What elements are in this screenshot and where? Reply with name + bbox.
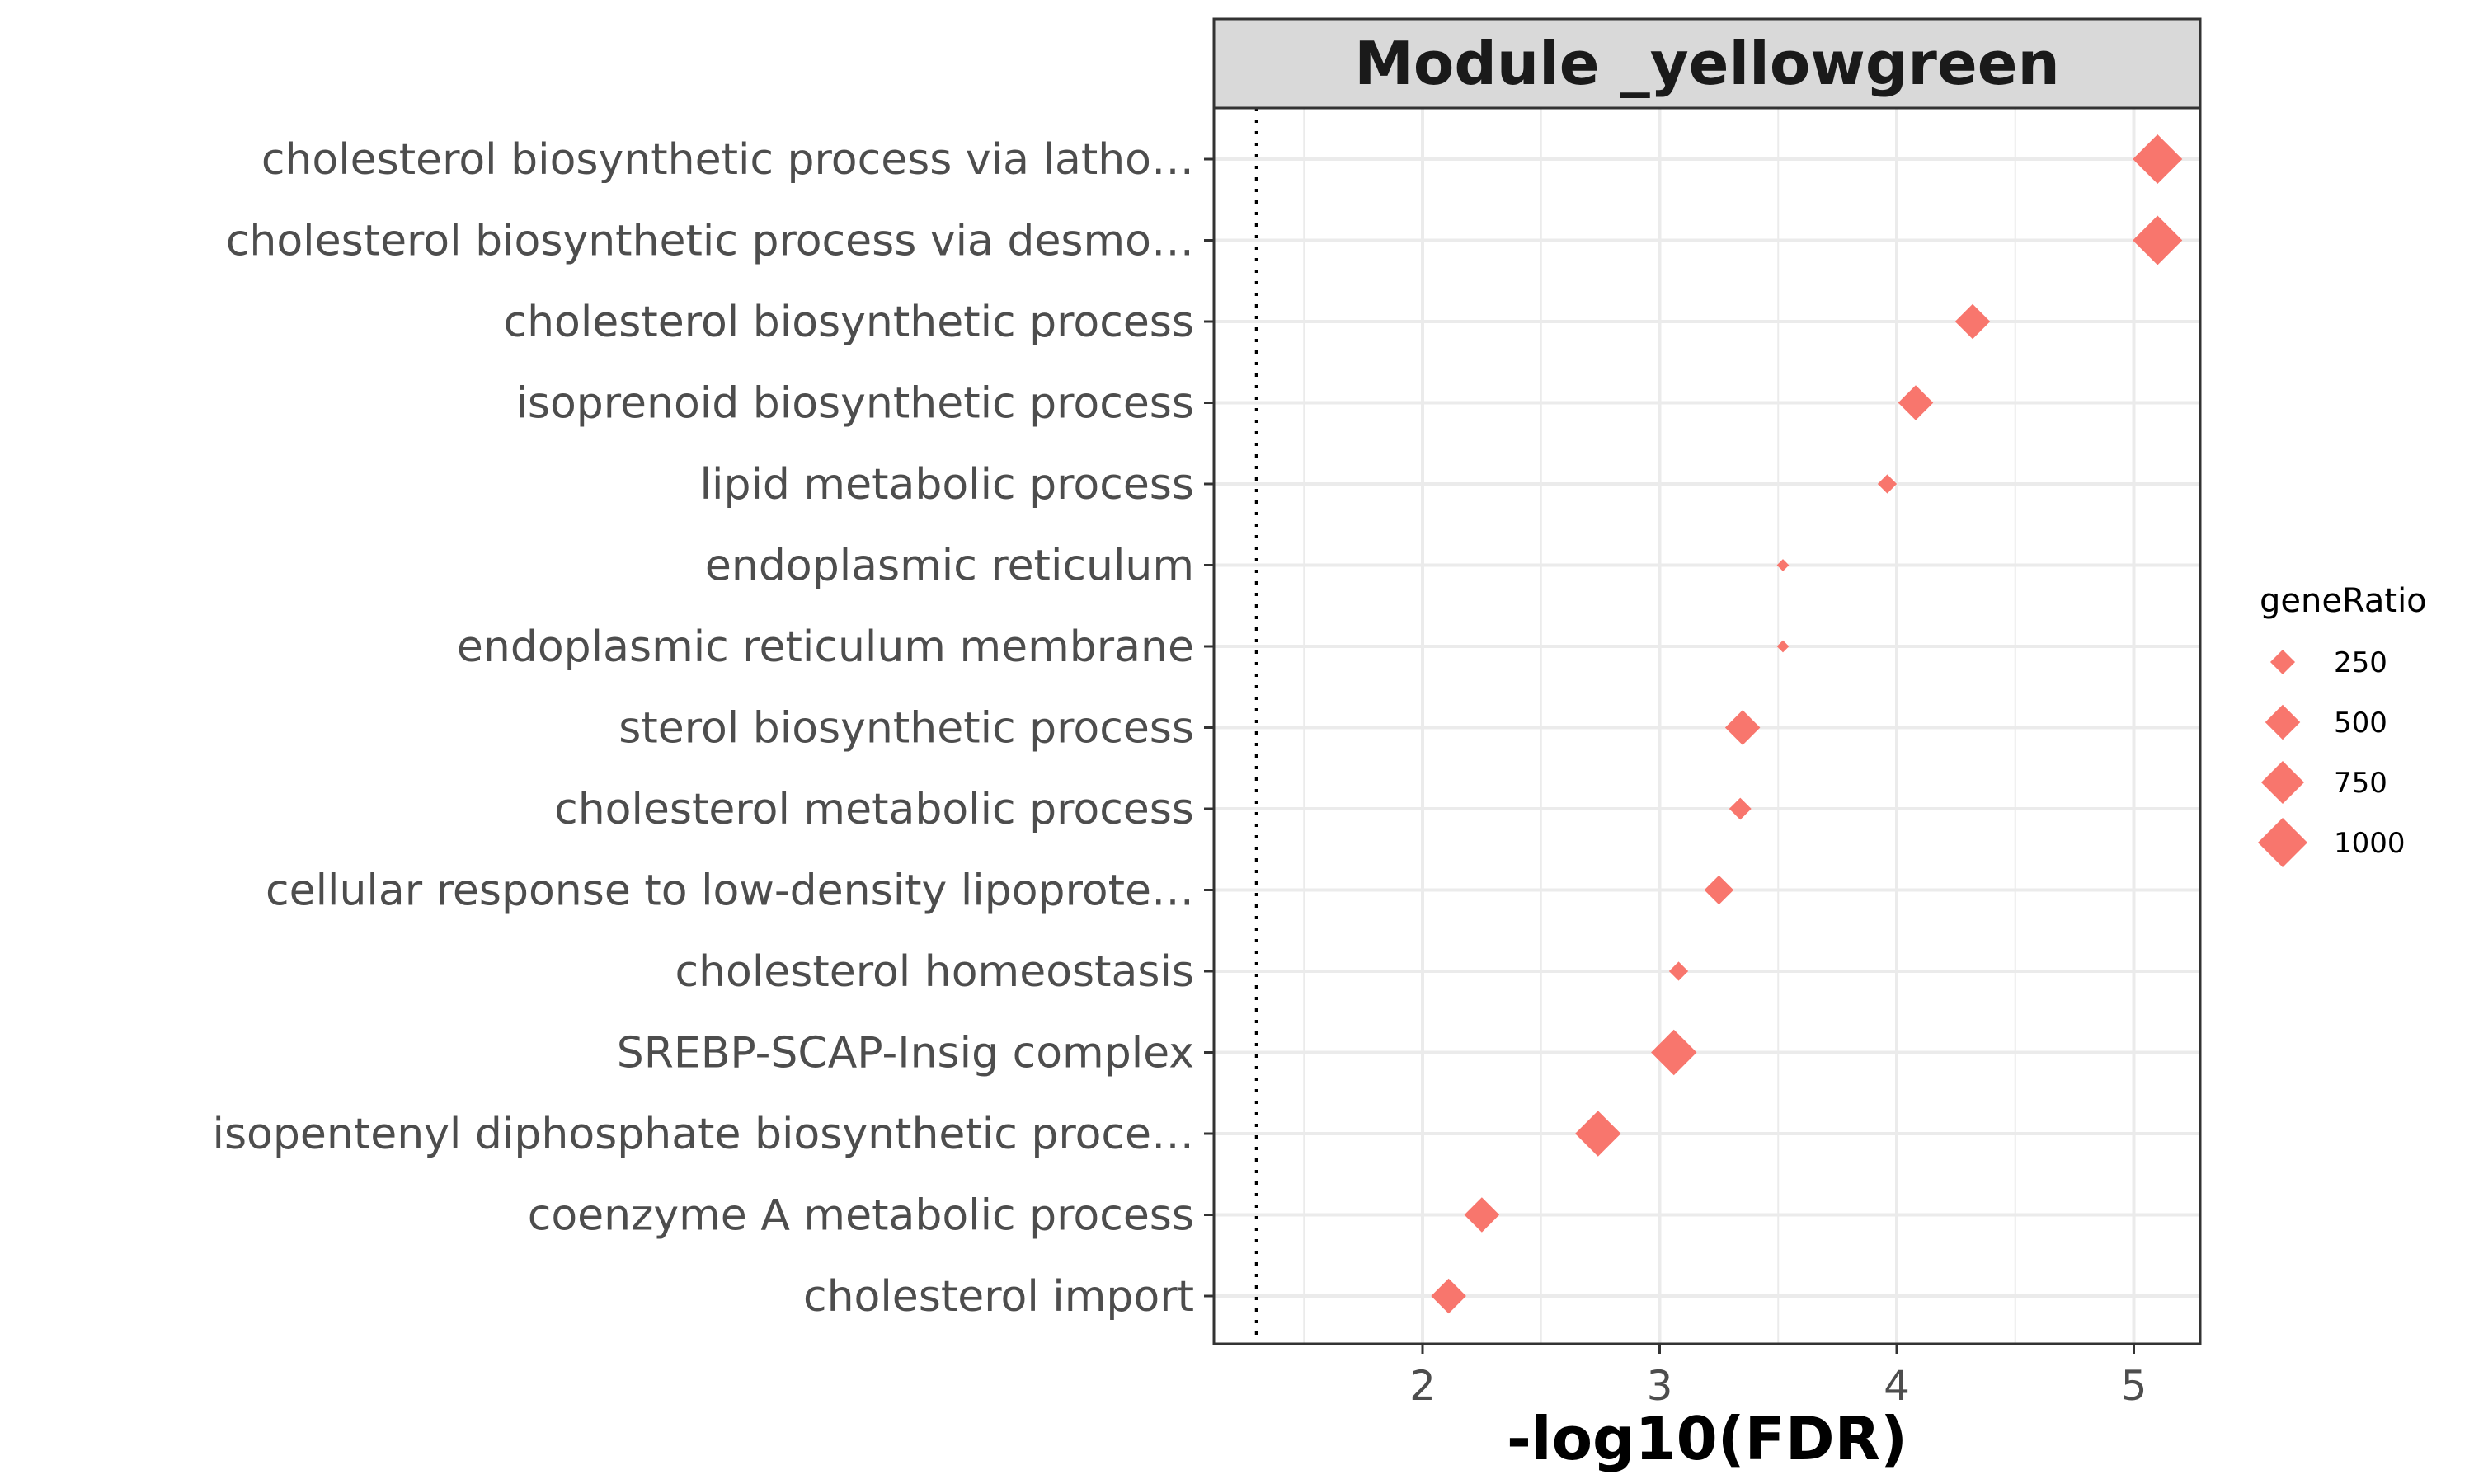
data-point xyxy=(1877,474,1898,494)
x-tick-label: 2 xyxy=(1409,1362,1436,1410)
legend-key xyxy=(2269,649,2296,675)
data-point xyxy=(2133,134,2183,185)
x-axis-ticks: 2 3 4 5 xyxy=(1409,1344,2147,1410)
data-point xyxy=(1651,1029,1697,1076)
y-tick-label: sterol biosynthetic process xyxy=(618,704,1194,754)
y-tick-label: isopentenyl diphosphate biosynthetic pro… xyxy=(213,1110,1195,1159)
facet-strip: Module _yellowgreen xyxy=(1212,17,2202,110)
data-point xyxy=(1668,961,1689,981)
legend-items: 250 500 750 1000 xyxy=(2257,646,2406,868)
legend-key xyxy=(2257,817,2308,868)
data-point xyxy=(1776,559,1790,571)
data-point xyxy=(1575,1111,1621,1157)
y-tick-label: endoplasmic reticulum membrane xyxy=(457,622,1194,672)
data-point xyxy=(1464,1197,1500,1233)
y-tick-label: coenzyme A metabolic process xyxy=(528,1191,1194,1241)
legend-label: 1000 xyxy=(2334,827,2406,860)
plot-panel xyxy=(1212,106,2202,1345)
strip-background xyxy=(1212,17,2202,110)
y-tick-label: SREBP-SCAP-Insig complex xyxy=(617,1029,1194,1078)
data-point xyxy=(1704,875,1734,905)
legend-label: 250 xyxy=(2334,646,2387,679)
y-tick-label: cholesterol biosynthetic process xyxy=(503,298,1194,347)
y-tick-label: cholesterol biosynthetic process via lat… xyxy=(261,135,1194,185)
legend-label: 500 xyxy=(2334,707,2387,740)
y-tick-label: cellular response to low-density lipopro… xyxy=(266,866,1194,916)
y-tick-label: lipid metabolic process xyxy=(700,460,1194,510)
legend-key xyxy=(2265,704,2301,740)
data-point xyxy=(1724,710,1761,745)
data-point xyxy=(2133,215,2183,265)
grid-lines xyxy=(1214,108,2200,1344)
legend-label: 750 xyxy=(2334,767,2387,800)
data-points xyxy=(1431,134,2183,1314)
data-point xyxy=(1954,303,1991,340)
data-point xyxy=(1431,1278,1466,1314)
y-tick-label: cholesterol import xyxy=(803,1272,1194,1322)
y-tick-label: endoplasmic reticulum xyxy=(705,542,1194,591)
legend-key xyxy=(2260,760,2305,805)
data-point xyxy=(1776,640,1790,653)
x-tick-label: 4 xyxy=(1884,1362,1910,1410)
y-tick-label: cholesterol biosynthetic process via des… xyxy=(226,217,1194,266)
legend-title: geneRatio xyxy=(2260,582,2427,620)
strip-title: Module _yellowgreen xyxy=(1354,29,2060,98)
x-tick-label: 5 xyxy=(2121,1362,2147,1410)
x-tick-label: 3 xyxy=(1647,1362,1673,1410)
y-tick-label: cholesterol metabolic process xyxy=(554,785,1194,834)
legend: geneRatio 250 500 750 1000 xyxy=(2257,582,2427,868)
y-tick-label: cholesterol homeostasis xyxy=(675,947,1194,997)
data-point xyxy=(1729,797,1752,820)
data-point xyxy=(1898,385,1934,420)
y-axis-labels: cholesterol biosynthetic process via lat… xyxy=(213,135,1214,1322)
x-axis-title: -log10(FDR) xyxy=(1507,1404,1907,1473)
y-tick-label: isoprenoid biosynthetic process xyxy=(515,379,1194,429)
